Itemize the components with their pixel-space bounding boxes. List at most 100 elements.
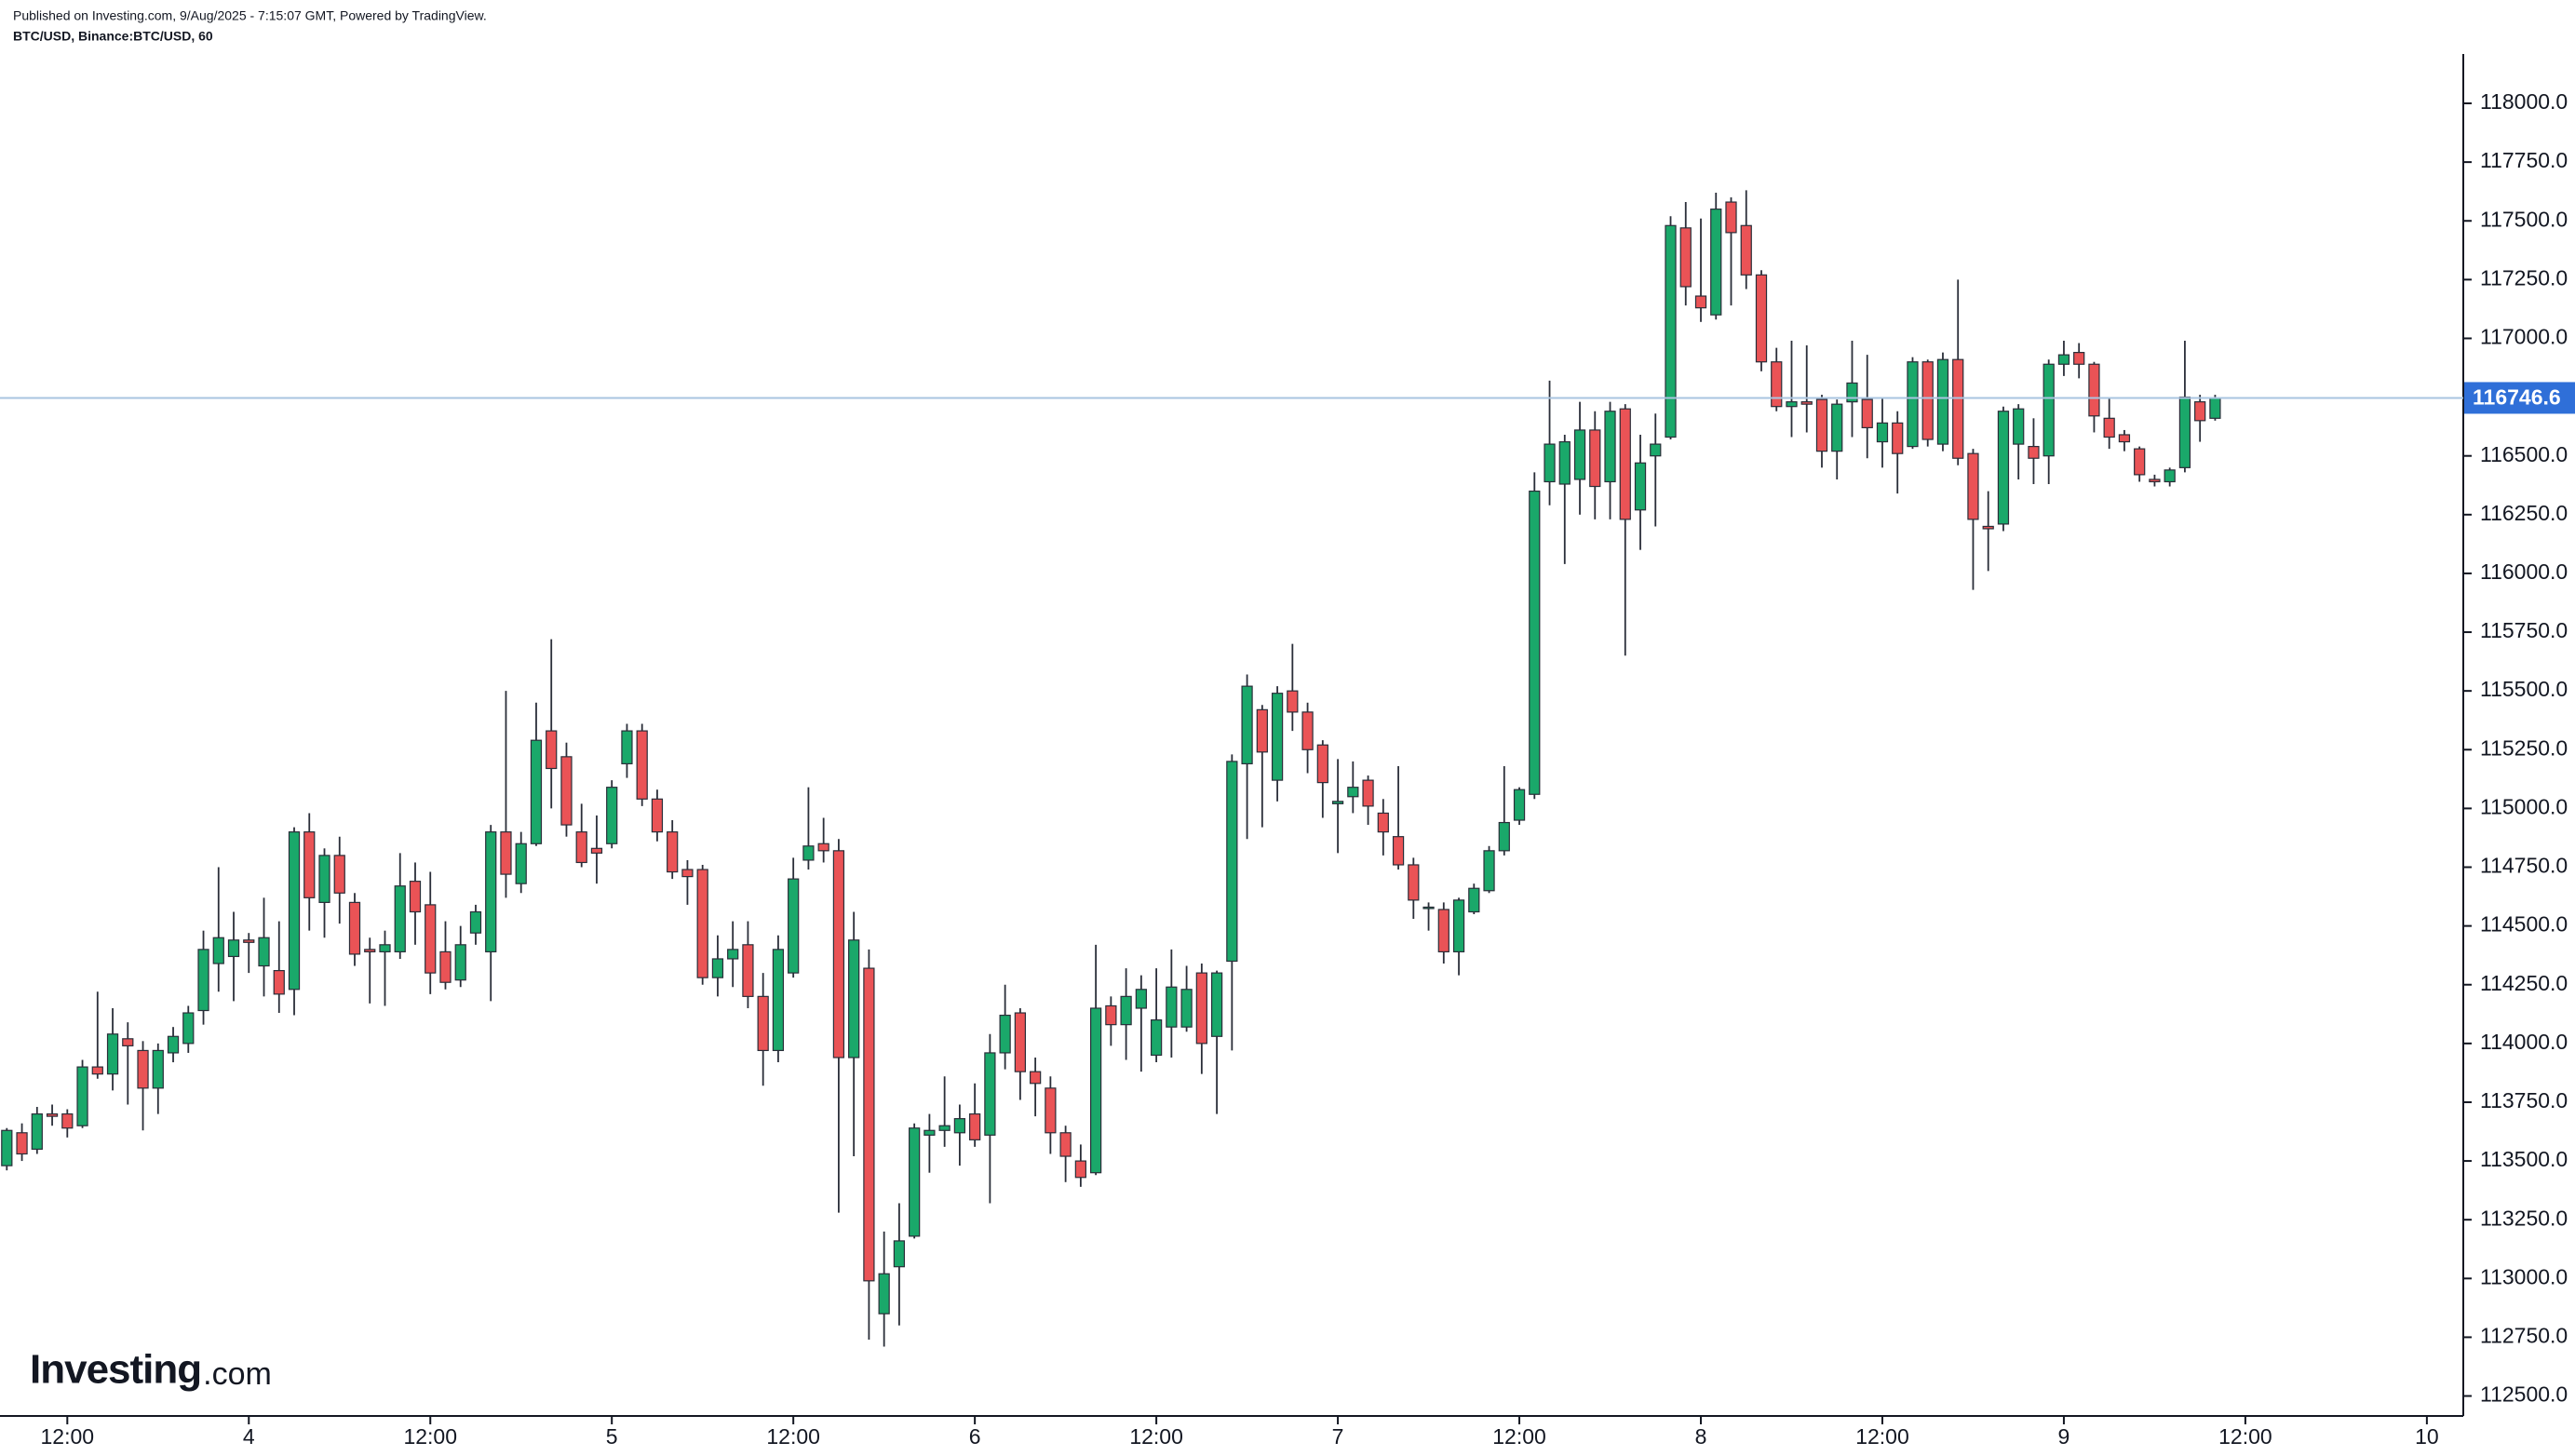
y-tick-label: 114250.0 bbox=[2480, 971, 2568, 995]
x-tick-label: 12:00 bbox=[1129, 1424, 1183, 1449]
y-tick-label: 117750.0 bbox=[2480, 148, 2568, 172]
candle-body bbox=[1226, 761, 1238, 963]
candle-body bbox=[772, 949, 785, 1052]
candle-body bbox=[1861, 398, 1873, 429]
published-note: Published on Investing.com, 9/Aug/2025 -… bbox=[13, 8, 487, 23]
candle-body bbox=[863, 967, 875, 1282]
candle-body bbox=[1014, 1012, 1027, 1072]
candle-body bbox=[1166, 986, 1178, 1028]
candle-body bbox=[1907, 361, 1919, 448]
candle-body bbox=[711, 958, 724, 978]
candle-body bbox=[590, 847, 603, 854]
candle-body bbox=[348, 901, 361, 955]
candle-body bbox=[1045, 1087, 1057, 1134]
candle-body bbox=[137, 1049, 149, 1089]
candle-body bbox=[1241, 685, 1253, 765]
y-tick-label: 115500.0 bbox=[2480, 677, 2568, 701]
last-price-label: 116746.6 bbox=[2473, 385, 2561, 410]
candle-body bbox=[757, 995, 769, 1052]
candle-body bbox=[454, 944, 466, 981]
candle-body bbox=[227, 939, 240, 958]
candle-body bbox=[1952, 358, 1964, 459]
candle-body bbox=[1619, 408, 1631, 520]
y-tick-label: 113000.0 bbox=[2480, 1264, 2568, 1288]
candle-body bbox=[2073, 352, 2085, 365]
candle-body bbox=[243, 939, 255, 943]
candle-body bbox=[2028, 446, 2040, 459]
candle-body bbox=[560, 756, 573, 826]
candle-body bbox=[1771, 361, 1783, 408]
candle-body bbox=[500, 831, 512, 875]
candle-body bbox=[2209, 397, 2221, 419]
candle-body bbox=[1558, 440, 1571, 485]
symbol-label: BTC/USD, Binance:BTC/USD, 60 bbox=[13, 29, 213, 44]
y-tick-label: 114750.0 bbox=[2480, 854, 2568, 878]
candle-body bbox=[1483, 850, 1495, 892]
candle-body bbox=[606, 787, 618, 844]
candle-body bbox=[1513, 789, 1526, 821]
candle-body bbox=[469, 910, 482, 934]
candle-body bbox=[1665, 224, 1677, 438]
candle-body bbox=[696, 869, 708, 978]
candle-body bbox=[1694, 295, 1707, 309]
logo-suffix: .com bbox=[203, 1356, 272, 1392]
x-tick-label: 9 bbox=[2058, 1424, 2070, 1449]
candle-body bbox=[1650, 443, 1662, 457]
candle-body bbox=[1316, 744, 1328, 784]
candle-body bbox=[1892, 422, 1904, 454]
candle-body bbox=[273, 969, 285, 995]
y-tick-label: 116500.0 bbox=[2480, 442, 2568, 466]
candle-body bbox=[333, 855, 345, 894]
candle-body bbox=[1876, 422, 1889, 443]
candle-body bbox=[212, 937, 224, 964]
candle-body bbox=[1710, 209, 1722, 316]
candle-body bbox=[1498, 821, 1510, 852]
candle-body bbox=[984, 1052, 996, 1136]
x-tick-label: 12:00 bbox=[766, 1424, 820, 1449]
candle-body bbox=[909, 1127, 921, 1237]
x-tick-label: 6 bbox=[969, 1424, 981, 1449]
candle-body bbox=[938, 1125, 950, 1131]
y-tick-label: 112500.0 bbox=[2480, 1382, 2568, 1407]
candle-body bbox=[318, 855, 330, 903]
candle-body bbox=[575, 831, 587, 864]
candle-body bbox=[1800, 401, 1813, 405]
candle-body bbox=[923, 1129, 936, 1136]
candle-body bbox=[1377, 812, 1389, 833]
y-tick-label: 115250.0 bbox=[2480, 735, 2568, 760]
y-tick-label: 117000.0 bbox=[2480, 325, 2568, 349]
candle-body bbox=[2013, 408, 2025, 445]
candle-body bbox=[1846, 382, 1858, 403]
candle-body bbox=[2118, 434, 2131, 443]
candle-body bbox=[1725, 201, 1737, 234]
candle-body bbox=[1210, 972, 1223, 1037]
x-tick-label: 4 bbox=[243, 1424, 255, 1449]
candle-body bbox=[31, 1112, 43, 1151]
candle-body bbox=[999, 1014, 1011, 1054]
candle-body bbox=[485, 831, 497, 952]
candle-body bbox=[1921, 361, 1934, 440]
y-tick-label: 113750.0 bbox=[2480, 1088, 2568, 1112]
y-tick-label: 117500.0 bbox=[2480, 207, 2568, 231]
candle-body bbox=[1589, 429, 1601, 488]
y-tick-label: 114500.0 bbox=[2480, 912, 2568, 937]
candle-body bbox=[1468, 887, 1480, 913]
candle-body bbox=[122, 1038, 134, 1046]
y-tick-label: 113250.0 bbox=[2480, 1206, 2568, 1230]
candle-body bbox=[1604, 411, 1616, 483]
x-tick-label: 12:00 bbox=[41, 1424, 95, 1449]
candle-body bbox=[2164, 469, 2176, 483]
x-tick-label: 8 bbox=[1695, 1424, 1707, 1449]
candle-body bbox=[2134, 448, 2146, 476]
candle-body bbox=[1331, 801, 1344, 804]
candle-body bbox=[1786, 401, 1798, 408]
candle-body bbox=[1815, 398, 1828, 452]
candle-body bbox=[425, 904, 437, 974]
candle-body bbox=[2103, 417, 2115, 438]
candle-body bbox=[1074, 1160, 1086, 1179]
candle-body bbox=[182, 1012, 195, 1045]
candle-body bbox=[1271, 693, 1284, 781]
candle-body bbox=[91, 1066, 103, 1075]
y-tick-label: 116000.0 bbox=[2480, 559, 2568, 584]
